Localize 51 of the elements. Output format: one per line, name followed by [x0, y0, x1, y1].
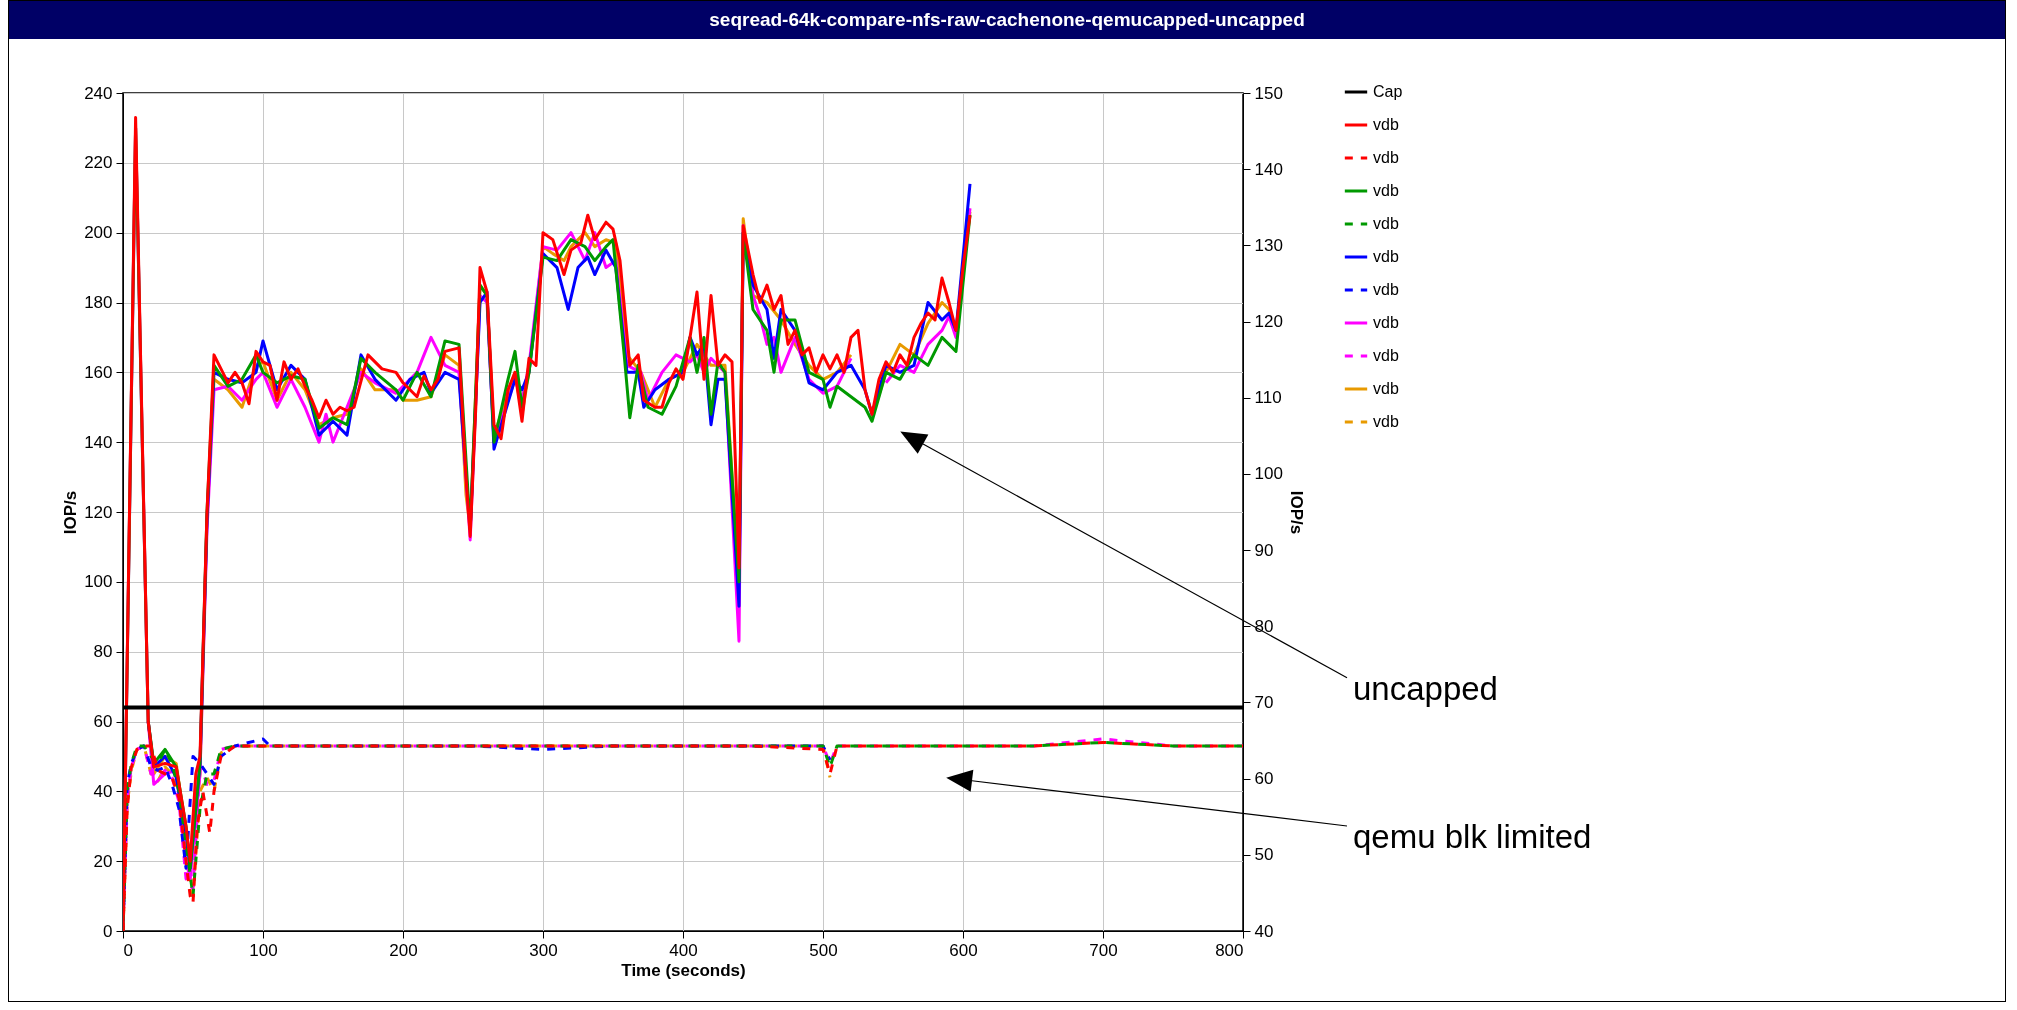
text: uncapped [1353, 669, 1498, 707]
x-tick-label: 200 [389, 940, 418, 960]
y-tick-label: 0 [103, 921, 113, 941]
text: qemu blk limited [1353, 817, 1592, 855]
y2-tick-label: 130 [1254, 235, 1283, 255]
y-tick-label: 80 [93, 642, 113, 662]
y-tick-label: 120 [84, 502, 113, 522]
y-tick-label: 140 [84, 432, 113, 452]
y2-tick-label: 120 [1254, 312, 1283, 332]
y-tick-label: 240 [84, 83, 113, 103]
x-tick-label: 700 [1089, 940, 1118, 960]
y2-tick-label: 70 [1254, 692, 1274, 712]
y-tick-label: 160 [84, 362, 113, 382]
y-axis-title: IOP/s [61, 490, 81, 535]
x-tick-label: 300 [529, 940, 558, 960]
legend-label: vdb [1373, 347, 1399, 364]
y2-tick-label: 40 [1254, 921, 1274, 941]
y2-tick-label: 100 [1254, 464, 1283, 484]
x-tick-label: 400 [669, 940, 698, 960]
y2-tick-label: 90 [1254, 540, 1274, 560]
y-tick-label: 60 [93, 712, 113, 731]
x-tick-label: 500 [809, 940, 838, 960]
x-tick-label: 600 [949, 940, 978, 960]
legend-label: vdb [1373, 380, 1399, 397]
chart-title: seqread-64k-compare-nfs-raw-cachenone-qemucapped-uncapped [9, 1, 2005, 39]
legend-label: vdb [1373, 314, 1399, 331]
x-axis-title: Time (seconds) [621, 960, 746, 980]
y-tick-label: 200 [84, 223, 113, 243]
legend-label: vdb [1373, 413, 1399, 430]
y-tick-label: 40 [93, 781, 113, 801]
legend-label: vdb [1373, 116, 1399, 133]
y2-tick-label: 60 [1254, 769, 1274, 789]
legend-label: vdb [1373, 182, 1399, 199]
y-tick-label: 220 [84, 153, 113, 173]
x-tick-label: 800 [1215, 940, 1244, 960]
y-tick-label: 180 [84, 293, 113, 312]
y2-tick-label: 50 [1254, 845, 1274, 865]
y2-axis-title: IOP/s [1286, 490, 1306, 535]
y-tick-label: 20 [93, 851, 113, 871]
legend-label: vdb [1373, 281, 1399, 298]
y-tick-label: 100 [84, 572, 113, 592]
legend-label: vdb [1373, 215, 1399, 232]
x-tick-label: 0 [123, 940, 133, 960]
y2-tick-label: 110 [1254, 388, 1282, 408]
y2-tick-label: 140 [1254, 159, 1283, 179]
legend-label: vdb [1373, 149, 1399, 166]
x-tick-label: 100 [249, 940, 278, 960]
legend-label: vdb [1373, 248, 1399, 265]
legend-label: Cap [1373, 83, 1403, 100]
y2-tick-label: 80 [1254, 616, 1274, 636]
y2-tick-label: 150 [1254, 83, 1283, 103]
